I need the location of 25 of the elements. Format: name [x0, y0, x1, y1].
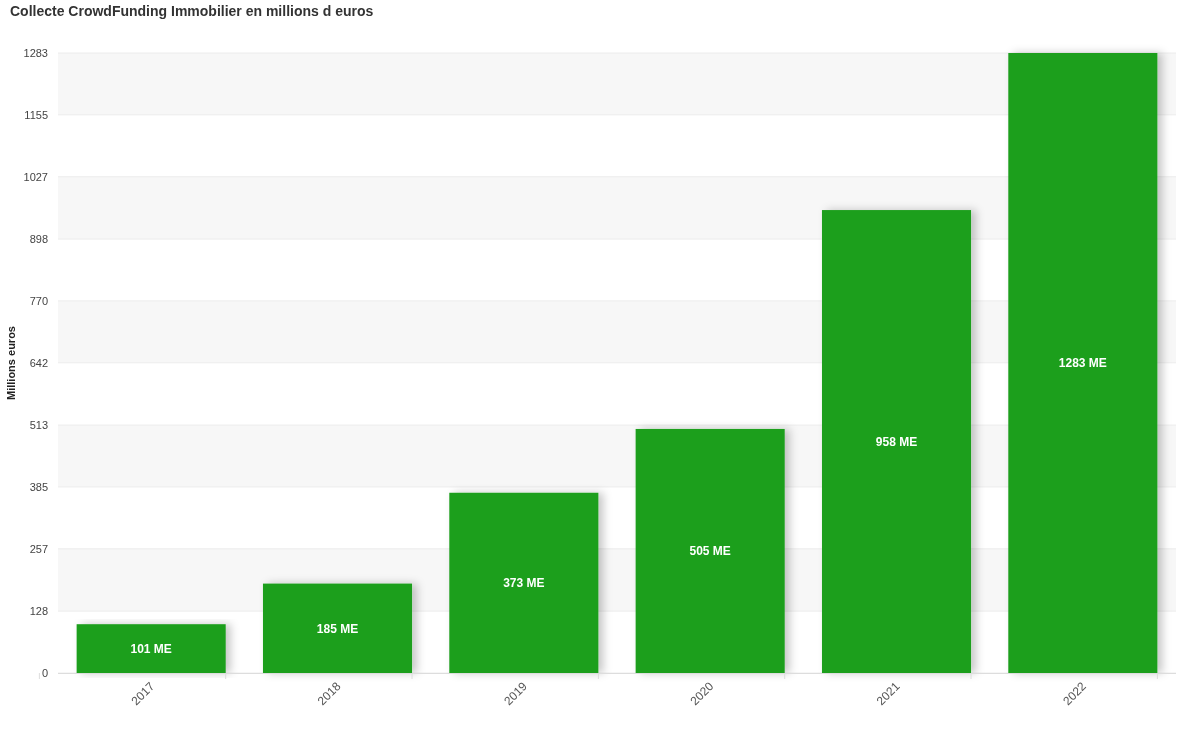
y-tick-label: 1027 — [23, 170, 48, 183]
y-tick-label: 1283 — [23, 46, 48, 59]
bar — [76, 624, 226, 673]
bar — [262, 583, 413, 673]
y-tick-label: 898 — [29, 232, 48, 245]
data-label: 958 ME — [875, 434, 918, 449]
y-tick-label: 128 — [29, 604, 48, 617]
bar — [449, 492, 599, 673]
bar — [821, 210, 972, 673]
y-tick-label: 1155 — [24, 108, 48, 121]
bar — [635, 428, 785, 673]
y-tick-label: 0 — [41, 666, 48, 679]
bar — [1008, 53, 1158, 673]
data-label: 373 ME — [503, 576, 545, 591]
y-axis-title: Millions euros — [5, 326, 17, 400]
data-label: 185 ME — [316, 621, 359, 636]
y-tick-label: 513 — [29, 418, 48, 431]
data-label: 1283 ME — [1058, 356, 1107, 371]
y-tick-label: 770 — [29, 294, 48, 307]
chart-title: Collecte CrowdFunding Immobilier en millions d euros — [10, 3, 374, 19]
data-label: 101 ME — [130, 641, 172, 656]
y-tick-label: 385 — [29, 480, 48, 493]
y-tick-label: 257 — [29, 542, 48, 555]
y-tick-label: 642 — [29, 356, 48, 369]
data-label: 505 ME — [689, 544, 731, 559]
